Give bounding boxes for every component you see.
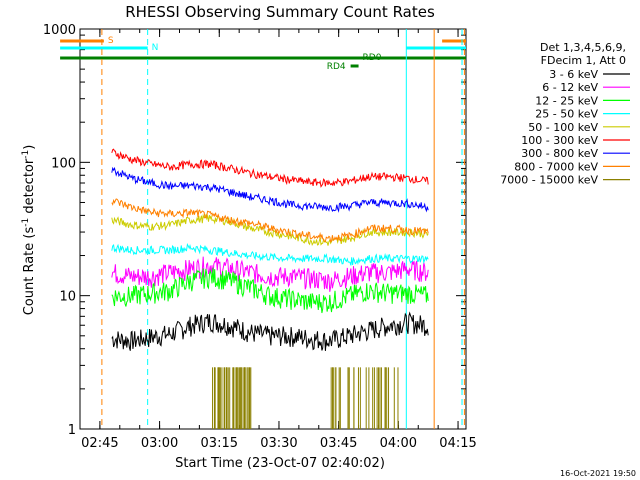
series-line-6 <box>111 166 429 213</box>
x-tick-label: 02:45 <box>81 436 118 451</box>
legend-entry-label: 800 - 7000 keV <box>514 160 598 173</box>
legend-entry-label: 50 - 100 keV <box>528 121 598 134</box>
y-tick-label: 1 <box>68 423 76 438</box>
y-axis-label-end: ) <box>22 145 37 150</box>
legend-entry-label: 7000 - 15000 keV <box>500 174 598 187</box>
rd0-label: RD0 <box>363 53 382 63</box>
legend-entry-label: 25 - 50 keV <box>535 108 598 121</box>
y-axis-label-main: Count Rate (s <box>22 227 37 316</box>
y-tick-label: 1000 <box>43 23 76 38</box>
x-tick-label: 03:00 <box>141 436 178 451</box>
rd4-label: RD4 <box>327 62 346 72</box>
legend-entry-label: 12 - 25 keV <box>535 94 598 107</box>
y-tick-label: 10 <box>59 290 76 305</box>
chart-title: RHESSI Observing Summary Count Rates <box>125 3 435 21</box>
series-line-0 <box>111 311 429 351</box>
series-line-1 <box>111 256 429 292</box>
night-label: N <box>152 43 159 53</box>
x-tick-label: 03:30 <box>260 436 297 451</box>
x-tick-label: 04:00 <box>380 436 417 451</box>
legend-header-2: FDecim 1, Att 0 <box>541 54 626 67</box>
x-tick-label: 03:15 <box>201 436 238 451</box>
x-tick-labels: 02:45 03:00 03:15 03:30 03:45 04:00 04:15 <box>81 436 477 451</box>
y-tick-labels: 1 10 100 1000 <box>43 23 76 438</box>
y-axis-label-sup2: -1 <box>21 150 31 159</box>
series-line-3 <box>111 242 429 266</box>
saa-label: S <box>108 36 114 46</box>
annotations: S N RD0 RD4 <box>60 29 466 429</box>
x-axis-label: Start Time (23-Oct-07 02:40:02) <box>175 456 385 471</box>
series-line-2 <box>111 267 429 314</box>
legend-entry-label: 3 - 6 keV <box>549 68 598 81</box>
legend-entry-label: 6 - 12 keV <box>542 81 598 94</box>
footer-timestamp: 16-Oct-2021 19:50 <box>560 469 636 478</box>
legend-header-1: Det 1,3,4,5,6,9, <box>540 41 626 54</box>
axis-ticks <box>79 28 466 430</box>
y-axis-label-mid: detector <box>22 158 37 218</box>
y-tick-label: 100 <box>51 156 76 171</box>
y-axis-label-sup1: -1 <box>21 218 31 227</box>
series-group <box>111 148 429 429</box>
x-tick-label: 03:45 <box>320 436 357 451</box>
x-tick-label: 04:15 <box>439 436 476 451</box>
y-axis-label: Count Rate (s-1 detector-1) <box>21 145 37 316</box>
series-line-7 <box>111 198 429 243</box>
legend-entry-label: 100 - 300 keV <box>521 134 598 147</box>
legend: Det 1,3,4,5,6,9, FDecim 1, Att 0 3 - 6 k… <box>500 41 630 187</box>
plot-frame <box>79 28 467 430</box>
series-line-5 <box>111 148 429 188</box>
legend-entry-label: 300 - 800 keV <box>521 147 598 160</box>
